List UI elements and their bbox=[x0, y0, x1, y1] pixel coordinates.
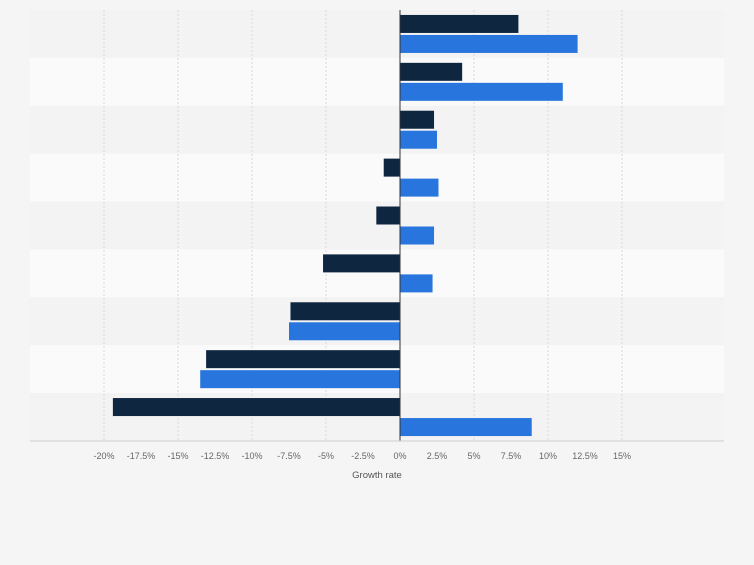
category-band bbox=[30, 105, 724, 154]
bar-series-1 bbox=[112, 398, 400, 417]
x-tick-label: -20% bbox=[93, 451, 114, 461]
x-tick-label: -12.5% bbox=[201, 451, 230, 461]
x-tick-label: -5% bbox=[318, 451, 334, 461]
x-tick-label: 10% bbox=[539, 451, 557, 461]
bar-series-2 bbox=[400, 130, 437, 149]
x-axis-title: Growth rate bbox=[352, 470, 402, 481]
x-tick-label: 7.5% bbox=[501, 451, 522, 461]
bar-series-2 bbox=[400, 274, 433, 293]
bar-series-1 bbox=[206, 350, 400, 369]
bars bbox=[112, 14, 578, 437]
bar-series-1 bbox=[376, 206, 400, 225]
x-tick-label: 2.5% bbox=[427, 451, 448, 461]
bar-series-1 bbox=[400, 110, 435, 129]
zero-axis bbox=[30, 10, 724, 442]
bar-series-2 bbox=[400, 82, 563, 101]
x-tick-label: 5% bbox=[467, 451, 480, 461]
bar-series-1 bbox=[323, 254, 400, 273]
bar-series-2 bbox=[400, 34, 578, 53]
x-tick-label: -10% bbox=[241, 451, 262, 461]
x-tick-label: -7.5% bbox=[277, 451, 301, 461]
x-tick-label: 0% bbox=[393, 451, 406, 461]
bar-series-2 bbox=[400, 418, 532, 437]
category-band bbox=[30, 10, 724, 58]
x-tick-label: -17.5% bbox=[127, 451, 156, 461]
bar-series-1 bbox=[400, 14, 519, 33]
x-tick-label: -2.5% bbox=[351, 451, 375, 461]
bar-series-1 bbox=[383, 158, 400, 177]
x-axis-tick-labels: -20% -17.5% -15% -12.5% -10% -7.5% -5% -2.5% 0% 2… bbox=[93, 451, 631, 461]
x-tick-label: 15% bbox=[613, 451, 631, 461]
category-band bbox=[30, 153, 724, 202]
category-band bbox=[30, 57, 724, 106]
x-tick-label: -15% bbox=[167, 451, 188, 461]
bar-series-1 bbox=[290, 302, 400, 321]
bar-series-2 bbox=[400, 178, 439, 197]
bar-series-2 bbox=[200, 370, 400, 389]
bar-series-2 bbox=[400, 226, 435, 245]
bar-series-1 bbox=[400, 62, 463, 81]
bar-series-2 bbox=[289, 322, 400, 341]
x-tick-label: 12.5% bbox=[572, 451, 598, 461]
